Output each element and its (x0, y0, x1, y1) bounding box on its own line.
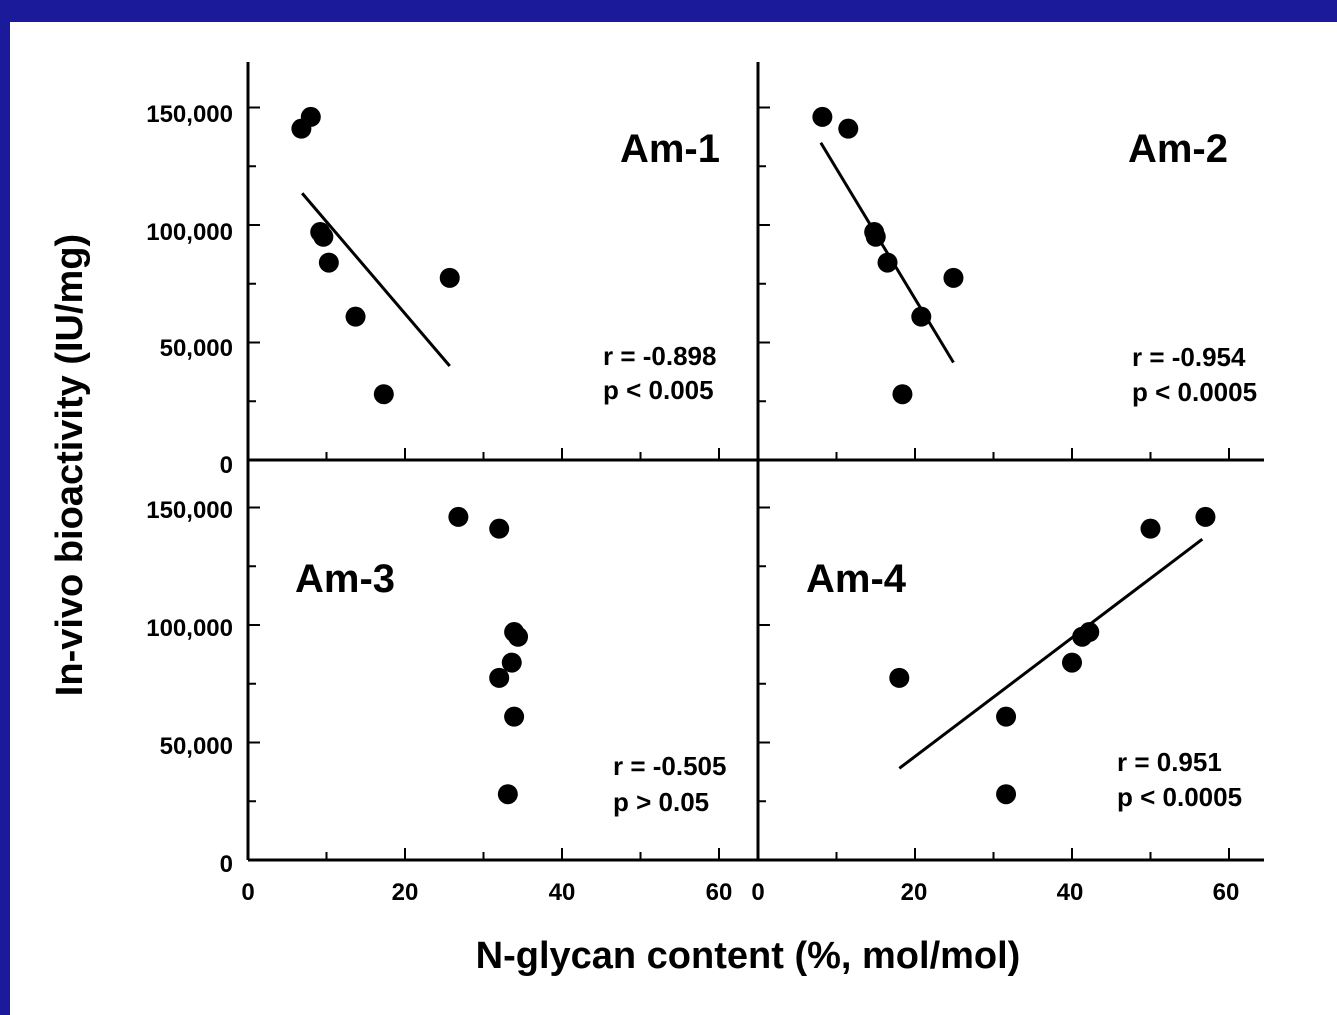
data-point (498, 784, 518, 804)
y-axis-label: In-vivo bioactivity (IU/mg) (49, 234, 91, 696)
p-value: p < 0.0005 (1132, 377, 1257, 407)
figure-frame: In-vivo bioactivity (IU/mg) N-glycan con… (10, 22, 1337, 1015)
correlation-r: r = -0.898 (603, 341, 716, 371)
x-tick-label: 40 (1057, 879, 1084, 906)
data-point (866, 227, 886, 247)
data-point (1062, 653, 1082, 673)
x-tick-label: 20 (901, 879, 928, 906)
panel-title: Am-2 (1128, 127, 1228, 171)
panel-title: Am-1 (620, 127, 720, 171)
data-point (489, 519, 509, 539)
panel-am-3: Am-3 r = -0.505 p > 0.05 (248, 507, 726, 860)
data-point (508, 627, 528, 647)
correlation-r: r = 0.951 (1117, 747, 1222, 777)
correlation-r: r = -0.954 (1132, 342, 1246, 372)
y-tick-label: 100,000 (146, 219, 233, 246)
data-point (440, 268, 460, 288)
panel-title: Am-4 (806, 557, 907, 601)
x-tick-label: 20 (392, 879, 419, 906)
data-point (892, 384, 912, 404)
panel-title: Am-3 (295, 557, 395, 601)
axis-frame (248, 62, 1264, 860)
data-point (301, 107, 321, 127)
p-value: p < 0.0005 (1117, 782, 1242, 812)
data-point (1195, 507, 1215, 527)
x-tick-label: 0 (751, 879, 764, 906)
y-tick-label: 0 (220, 452, 233, 479)
data-point (911, 307, 931, 327)
y-tick-label: 100,000 (146, 615, 233, 642)
data-point (996, 784, 1016, 804)
panel-am-2: Am-2 r = -0.954 p < 0.0005 (758, 107, 1257, 460)
data-point (889, 668, 909, 688)
y-tick-label: 50,000 (160, 335, 233, 362)
p-value: p > 0.05 (613, 787, 709, 817)
y-tick-labels-top: 150,000 100,000 50,000 0 (146, 101, 233, 479)
data-point (878, 253, 898, 273)
data-point (838, 119, 858, 139)
y-tick-label: 50,000 (160, 733, 233, 760)
data-point (812, 107, 832, 127)
data-point (313, 227, 333, 247)
x-tick-label: 40 (549, 879, 576, 906)
data-point (504, 707, 524, 727)
x-tick-label: 0 (241, 879, 254, 906)
data-point (1141, 519, 1161, 539)
data-point (448, 507, 468, 527)
data-point (943, 268, 963, 288)
data-point (1072, 627, 1092, 647)
regression-line (899, 539, 1202, 768)
data-point (319, 253, 339, 273)
data-point (346, 307, 366, 327)
panel-am-4: Am-4 r = 0.951 p < 0.0005 (758, 507, 1242, 860)
y-tick-labels-bottom: 150,000 100,000 50,000 0 (146, 497, 233, 878)
correlation-r: r = -0.505 (613, 751, 726, 781)
x-tick-labels-left: 0 20 40 60 (241, 879, 732, 906)
y-tick-label: 0 (220, 851, 233, 878)
x-tick-labels-right: 0 20 40 60 (751, 879, 1239, 906)
data-point (374, 384, 394, 404)
y-tick-label: 150,000 (146, 101, 233, 128)
regression-line (302, 193, 450, 366)
x-tick-label: 60 (1213, 879, 1240, 906)
data-point (996, 707, 1016, 727)
data-point (489, 668, 509, 688)
y-tick-label: 150,000 (146, 497, 233, 524)
panel-am-1: Am-1 r = -0.898 p < 0.005 (248, 107, 720, 460)
x-axis-label: N-glycan content (%, mol/mol) (476, 935, 1021, 977)
x-tick-label: 60 (706, 879, 733, 906)
p-value: p < 0.005 (603, 375, 714, 405)
